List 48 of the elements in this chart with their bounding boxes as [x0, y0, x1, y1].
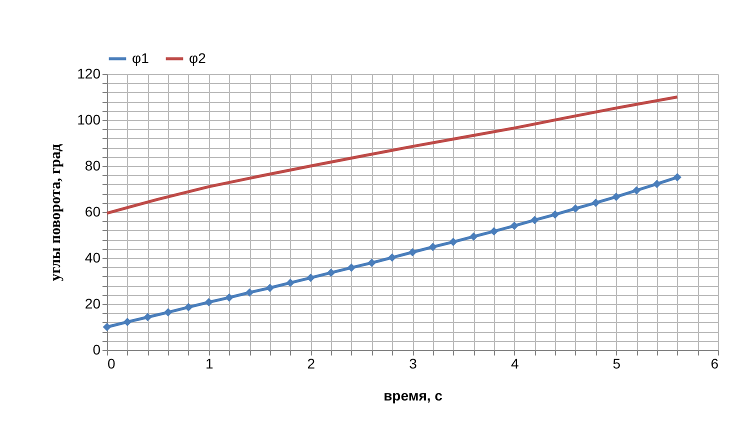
point: [225, 293, 234, 302]
point: [347, 263, 356, 272]
x-axis-title: время, с: [384, 388, 443, 404]
point: [123, 318, 132, 326]
line-series: [106, 96, 679, 215]
point: [266, 284, 274, 292]
point: [408, 248, 417, 256]
point: [469, 232, 478, 241]
point: [530, 216, 539, 224]
y-tick-label: 40: [84, 250, 101, 266]
y-axis-title: углы поворота, град: [48, 144, 64, 282]
x-tick-label: 3: [409, 356, 418, 372]
point: [102, 322, 112, 332]
x-tick-label: 2: [307, 356, 316, 372]
y-tick-label: 120: [77, 66, 101, 82]
legend-label: φ2: [189, 50, 206, 66]
point: [449, 238, 458, 246]
point: [490, 227, 498, 236]
x-tick-label: 0: [108, 356, 116, 372]
point: [164, 308, 172, 316]
x-tick-label: 5: [612, 356, 621, 372]
point: [673, 173, 682, 182]
point: [652, 180, 662, 188]
point: [550, 210, 560, 219]
point: [204, 298, 214, 306]
x-tick-label: 1: [205, 356, 214, 372]
point: [326, 268, 336, 277]
legend-label: φ1: [132, 50, 150, 66]
point: [368, 258, 376, 268]
point: [388, 253, 396, 262]
y-tick-label: 20: [84, 296, 101, 312]
point: [286, 278, 294, 288]
x-tick-label: 6: [710, 356, 719, 372]
point: [510, 222, 519, 230]
x-tick-label: 4: [510, 356, 519, 372]
point: [184, 303, 193, 312]
point: [144, 312, 152, 322]
y-tick-label: 0: [92, 342, 101, 358]
point: [306, 274, 315, 282]
y-tick-label: 60: [84, 204, 101, 220]
point: [612, 192, 620, 202]
point: [592, 198, 600, 207]
point: [632, 186, 641, 195]
y-tick-label: 80: [84, 158, 101, 174]
point: [571, 204, 580, 213]
point: [428, 242, 438, 252]
point: [245, 288, 254, 297]
y-tick-label: 100: [77, 112, 101, 128]
